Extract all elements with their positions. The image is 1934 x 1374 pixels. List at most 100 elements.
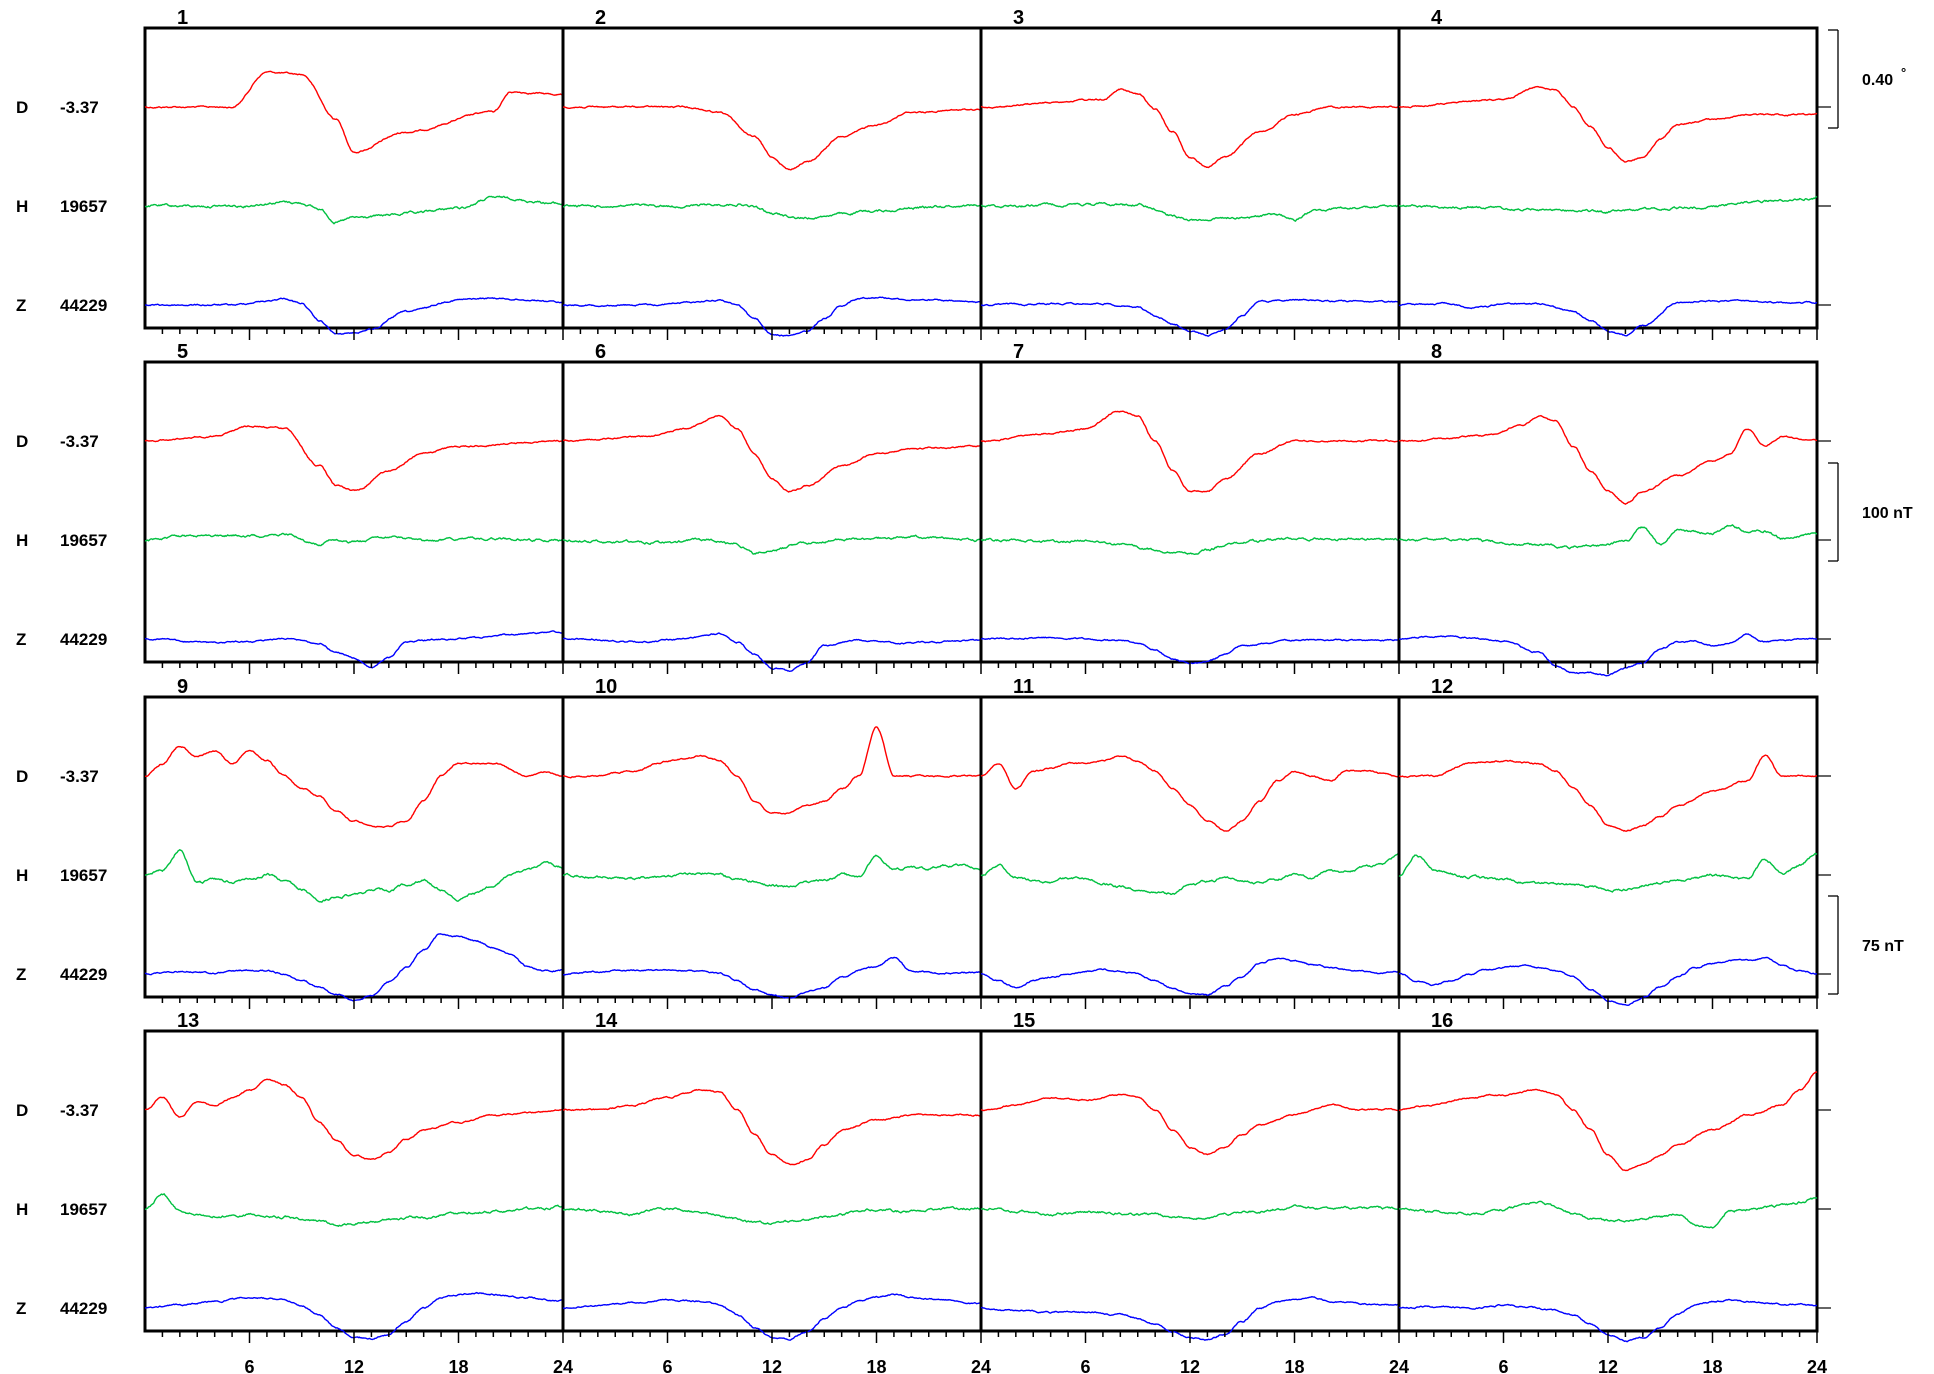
- x-tick-label: 12: [344, 1357, 364, 1374]
- component-label-d: D: [16, 432, 28, 451]
- component-label-h: H: [16, 531, 28, 550]
- x-tick-label: 24: [1807, 1357, 1827, 1374]
- trace-d-day-10: [562, 726, 982, 815]
- day-label: 1: [177, 7, 188, 29]
- baseline-value-h: 19657: [60, 531, 107, 550]
- component-label-d: D: [16, 98, 28, 117]
- trace-h-day-9: [144, 849, 564, 903]
- day-label: 16: [1431, 1010, 1453, 1032]
- x-tick-label: 12: [762, 1357, 782, 1374]
- panel-row-2: D -3.37 H 19657 Z 44229 5 6 7 8: [16, 341, 1831, 677]
- x-tick-label: 12: [1598, 1357, 1618, 1374]
- x-tick-label: 18: [866, 1357, 886, 1374]
- component-label-h: H: [16, 866, 28, 885]
- trace-d-day-16: [1398, 1071, 1818, 1172]
- trace-h-day-7: [980, 536, 1400, 555]
- x-tick-label: 24: [971, 1357, 991, 1374]
- panel-row-4: D -3.37 H 19657 Z 44229 13 14 15 16: [16, 1010, 1831, 1343]
- x-tick-label: 24: [1389, 1357, 1409, 1374]
- degree-symbol: °: [1901, 65, 1906, 80]
- day-label: 6: [595, 341, 606, 363]
- scale-bar-d: 0.40 °: [1828, 29, 1906, 129]
- trace-d-day-8: [1398, 414, 1818, 505]
- trace-h-day-5: [144, 532, 564, 547]
- trace-z-day-11: [980, 957, 1400, 996]
- trace-h-day-13: [144, 1193, 564, 1228]
- component-label-h: H: [16, 197, 28, 216]
- day-label: 7: [1013, 341, 1024, 363]
- x-tick-label: 24: [553, 1357, 573, 1374]
- panel-row-3: D -3.37 H 19657 Z 44229 9 10 11 12: [16, 676, 1831, 1009]
- scale-bar-label: 100 nT: [1862, 505, 1913, 522]
- trace-h-day-2: [562, 203, 982, 220]
- trace-h-day-11: [980, 852, 1400, 896]
- baseline-value-d: -3.37: [60, 1101, 99, 1120]
- x-tick-label: 12: [1180, 1357, 1200, 1374]
- baseline-value-z: 44229: [60, 630, 107, 649]
- scale-bar-z: 75 nT: [1828, 895, 1904, 995]
- day-label: 3: [1013, 7, 1024, 29]
- x-tick-label: 18: [448, 1357, 468, 1374]
- trace-d-day-9: [144, 745, 563, 828]
- day-label: 8: [1431, 341, 1442, 363]
- trace-d-day-7: [980, 410, 1400, 493]
- trace-h-day-6: [562, 534, 982, 555]
- trace-d-day-6: [562, 414, 982, 493]
- trace-d-day-5: [144, 425, 564, 492]
- trace-d-day-4: [1399, 85, 1818, 163]
- trace-h-day-8: [1398, 524, 1818, 550]
- component-label-d: D: [16, 767, 28, 786]
- baseline-value-d: -3.37: [60, 98, 99, 117]
- day-label: 12: [1431, 676, 1453, 698]
- trace-h-day-4: [1399, 195, 1818, 214]
- trace-d-day-2: [562, 104, 982, 171]
- trace-d-day-12: [1398, 754, 1818, 832]
- component-label-h: H: [16, 1200, 28, 1219]
- scale-bar-h: 100 nT: [1828, 462, 1913, 562]
- trace-h-day-12: [1398, 852, 1818, 893]
- x-tick-label: 6: [244, 1357, 254, 1374]
- panel-row-1: D -3.37 H 19657 Z 44229 1 2 3 4: [16, 7, 1831, 340]
- day-label: 13: [177, 1010, 199, 1032]
- component-label-z: Z: [16, 965, 26, 984]
- component-label-z: Z: [16, 296, 26, 315]
- trace-d-day-1: [144, 70, 564, 154]
- trace-d-day-3: [980, 88, 1400, 169]
- x-tick-label: 18: [1702, 1357, 1722, 1374]
- x-tick-label: 18: [1284, 1357, 1304, 1374]
- trace-h-day-16: [1398, 1196, 1818, 1229]
- baseline-value-h: 19657: [60, 197, 107, 216]
- trace-z-day-5: [144, 630, 563, 669]
- day-label: 10: [595, 676, 617, 698]
- scale-bar-label: 75 nT: [1862, 938, 1904, 955]
- baseline-value-z: 44229: [60, 1299, 107, 1318]
- trace-d-day-14: [562, 1088, 982, 1166]
- day-label: 2: [595, 7, 606, 29]
- baseline-value-h: 19657: [60, 1200, 107, 1219]
- component-label-z: Z: [16, 630, 26, 649]
- trace-h-day-14: [562, 1205, 982, 1226]
- day-label: 14: [595, 1010, 618, 1032]
- trace-d-day-15: [980, 1093, 1400, 1156]
- day-label: 11: [1013, 676, 1034, 698]
- day-label: 9: [177, 676, 188, 698]
- x-tick-label: 6: [662, 1357, 672, 1374]
- scale-bars-layer: 0.40 ° 100 nT 75 nT: [1828, 29, 1913, 995]
- x-tick-label: 6: [1080, 1357, 1090, 1374]
- day-label: 5: [177, 341, 188, 363]
- trace-h-day-15: [980, 1204, 1399, 1221]
- trace-d-day-11: [980, 755, 1400, 832]
- trace-z-day-8: [1398, 633, 1818, 677]
- x-tick-label: 6: [1498, 1357, 1508, 1374]
- baseline-value-z: 44229: [60, 965, 107, 984]
- baseline-value-z: 44229: [60, 296, 107, 315]
- baseline-value-h: 19657: [60, 866, 107, 885]
- component-label-z: Z: [16, 1299, 26, 1318]
- trace-d-day-13: [144, 1078, 564, 1161]
- baseline-value-d: -3.37: [60, 432, 99, 451]
- trace-h-day-3: [980, 201, 1400, 222]
- day-label: 15: [1013, 1010, 1035, 1032]
- trace-h-day-10: [562, 854, 982, 888]
